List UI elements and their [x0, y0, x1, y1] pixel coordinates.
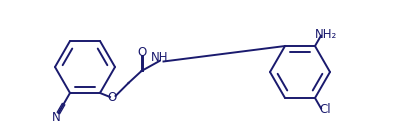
- Text: Cl: Cl: [319, 103, 330, 116]
- Text: NH: NH: [151, 51, 169, 64]
- Text: N: N: [52, 111, 60, 124]
- Text: O: O: [108, 91, 117, 104]
- Text: NH₂: NH₂: [315, 28, 337, 41]
- Text: O: O: [137, 46, 146, 59]
